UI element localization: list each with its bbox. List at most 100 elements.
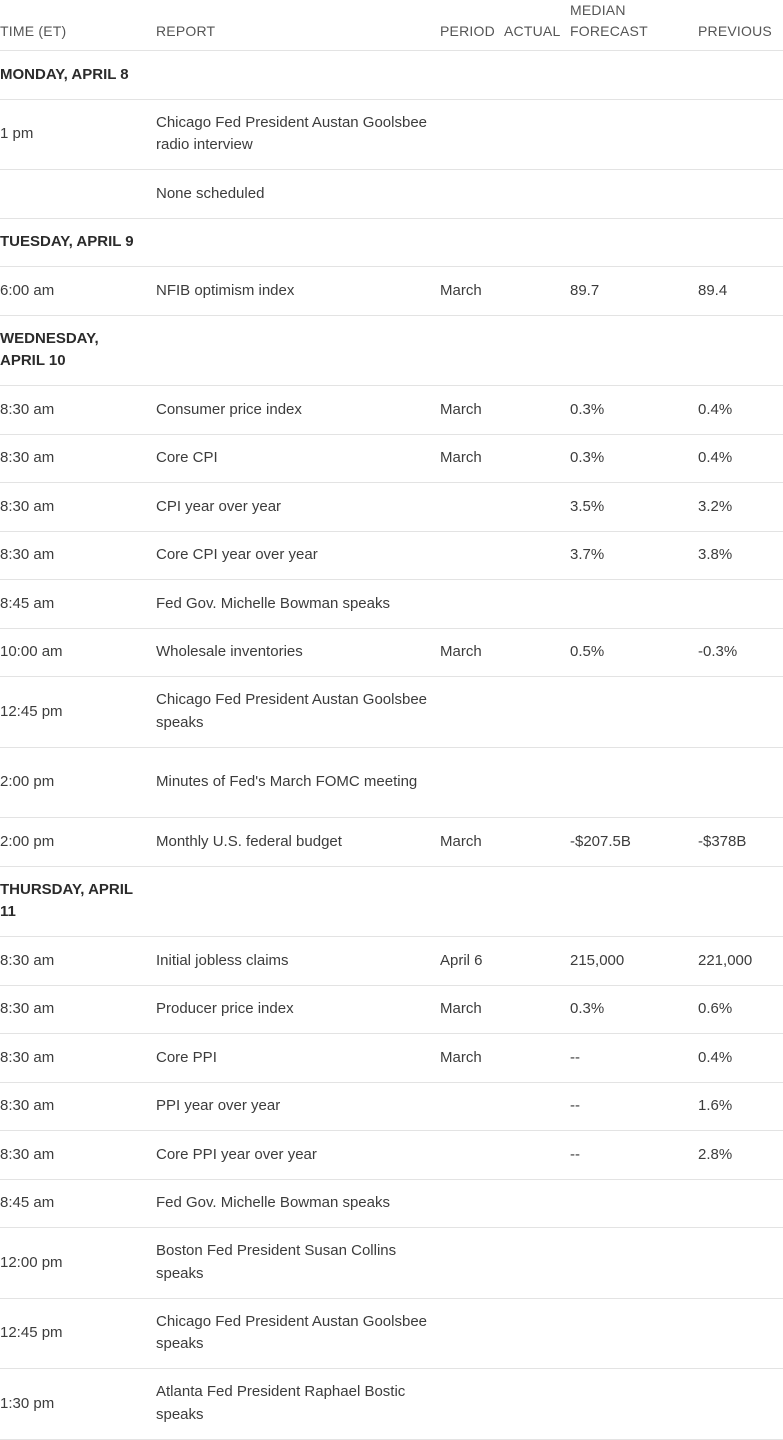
cell-report: Atlanta Fed President Raphael Bostic spe… (156, 1368, 440, 1440)
header-previous: PREVIOUS (698, 0, 783, 51)
cell-previous: 221,000 (698, 936, 783, 986)
cell-report: NFIB optimism index (156, 266, 440, 316)
header-actual: ACTUAL (504, 0, 570, 51)
cell-median: 3.5% (570, 482, 698, 532)
cell-previous: 0.4% (698, 385, 783, 435)
cell-report: Initial jobless claims (156, 936, 440, 986)
cell-report: Boston Fed President Susan Collins speak… (156, 1227, 440, 1299)
cell-actual (504, 99, 570, 170)
cell-actual (504, 1130, 570, 1180)
cell-report: Fed Gov. Michelle Bowman speaks (156, 1179, 440, 1228)
cell-previous: 0.6% (698, 985, 783, 1034)
cell-period (440, 531, 504, 580)
cell-period (440, 1227, 504, 1299)
cell-time: 10:00 am (0, 628, 156, 677)
cell-median: 215,000 (570, 936, 698, 986)
cell-report: None scheduled (156, 169, 440, 219)
cell-actual (504, 434, 570, 483)
header-row: TIME (ET) REPORT PERIOD ACTUAL MEDIAN FO… (0, 0, 783, 51)
table-row: 8:30 am Core PPI March -- 0.4% (0, 1033, 783, 1083)
cell-report: Core CPI year over year (156, 531, 440, 580)
table-row: 10:00 am Wholesale inventories March 0.5… (0, 628, 783, 677)
cell-median (570, 99, 698, 170)
table-row: 8:30 am PPI year over year -- 1.6% (0, 1082, 783, 1131)
cell-actual (504, 385, 570, 435)
cell-time: 12:45 pm (0, 676, 156, 748)
cell-actual (504, 531, 570, 580)
cell-report: Fed Gov. Michelle Bowman speaks (156, 579, 440, 629)
header-period: PERIOD (440, 0, 504, 51)
table-row: 12:45 pm Chicago Fed President Austan Go… (0, 676, 783, 748)
header-time: TIME (ET) (0, 0, 156, 51)
cell-actual (504, 676, 570, 748)
cell-period: March (440, 817, 504, 867)
table-body: MONDAY, APRIL 8 1 pm Chicago Fed Preside… (0, 50, 783, 1440)
day-label: WEDNESDAY, APRIL 10 (0, 315, 156, 386)
cell-median (570, 1179, 698, 1228)
cell-report: Minutes of Fed's March FOMC meeting (156, 747, 440, 818)
cell-actual (504, 1082, 570, 1131)
cell-median (570, 1298, 698, 1369)
table-row: 1 pm Chicago Fed President Austan Goolsb… (0, 99, 783, 170)
cell-previous (698, 1179, 783, 1228)
table-row: 2:00 pm Monthly U.S. federal budget Marc… (0, 817, 783, 867)
cell-previous (698, 676, 783, 748)
day-row: WEDNESDAY, APRIL 10 (0, 315, 783, 386)
cell-time: 8:45 am (0, 1179, 156, 1228)
cell-report: Wholesale inventories (156, 628, 440, 677)
cell-actual (504, 936, 570, 986)
cell-previous: 0.4% (698, 1033, 783, 1083)
cell-report: Core PPI (156, 1033, 440, 1083)
cell-median (570, 579, 698, 629)
day-row: THURSDAY, APRIL 11 (0, 866, 783, 937)
cell-previous: -0.3% (698, 628, 783, 677)
cell-period (440, 99, 504, 170)
cell-previous (698, 747, 783, 818)
cell-time: 8:30 am (0, 936, 156, 986)
cell-previous: 1.6% (698, 1082, 783, 1131)
cell-time: 12:45 pm (0, 1298, 156, 1369)
table-row: None scheduled (0, 169, 783, 219)
cell-previous: 2.8% (698, 1130, 783, 1180)
table-row: 6:00 am NFIB optimism index March 89.7 8… (0, 266, 783, 316)
cell-time: 8:30 am (0, 531, 156, 580)
cell-median: 0.5% (570, 628, 698, 677)
cell-actual (504, 1298, 570, 1369)
table-header: TIME (ET) REPORT PERIOD ACTUAL MEDIAN FO… (0, 0, 783, 51)
cell-actual (504, 1033, 570, 1083)
cell-median (570, 676, 698, 748)
cell-report: Chicago Fed President Austan Goolsbee ra… (156, 99, 440, 170)
cell-time: 12:00 pm (0, 1227, 156, 1299)
cell-time: 8:30 am (0, 1082, 156, 1131)
cell-period: March (440, 1033, 504, 1083)
cell-time: 2:00 pm (0, 817, 156, 867)
cell-median: 3.7% (570, 531, 698, 580)
table-row: 8:45 am Fed Gov. Michelle Bowman speaks (0, 579, 783, 629)
cell-median (570, 1368, 698, 1440)
table-row: 12:45 pm Chicago Fed President Austan Go… (0, 1298, 783, 1369)
cell-median: -- (570, 1033, 698, 1083)
cell-period (440, 1179, 504, 1228)
cell-report: Core PPI year over year (156, 1130, 440, 1180)
cell-time (0, 169, 156, 219)
table-row: 8:45 am Fed Gov. Michelle Bowman speaks (0, 1179, 783, 1228)
table-row: 8:30 am CPI year over year 3.5% 3.2% (0, 482, 783, 532)
cell-actual (504, 1227, 570, 1299)
cell-period: March (440, 266, 504, 316)
cell-time: 8:30 am (0, 985, 156, 1034)
cell-period (440, 1130, 504, 1180)
table-row: 1:30 pm Atlanta Fed President Raphael Bo… (0, 1368, 783, 1440)
table-row: 12:00 pm Boston Fed President Susan Coll… (0, 1227, 783, 1299)
cell-previous: 3.8% (698, 531, 783, 580)
table-row: 8:30 am Core PPI year over year -- 2.8% (0, 1130, 783, 1180)
cell-period (440, 1368, 504, 1440)
cell-time: 1:30 pm (0, 1368, 156, 1440)
cell-time: 8:30 am (0, 482, 156, 532)
cell-previous (698, 1368, 783, 1440)
cell-median: -- (570, 1082, 698, 1131)
cell-median: 89.7 (570, 266, 698, 316)
cell-period: April 6 (440, 936, 504, 986)
cell-actual (504, 985, 570, 1034)
cell-median: 0.3% (570, 434, 698, 483)
